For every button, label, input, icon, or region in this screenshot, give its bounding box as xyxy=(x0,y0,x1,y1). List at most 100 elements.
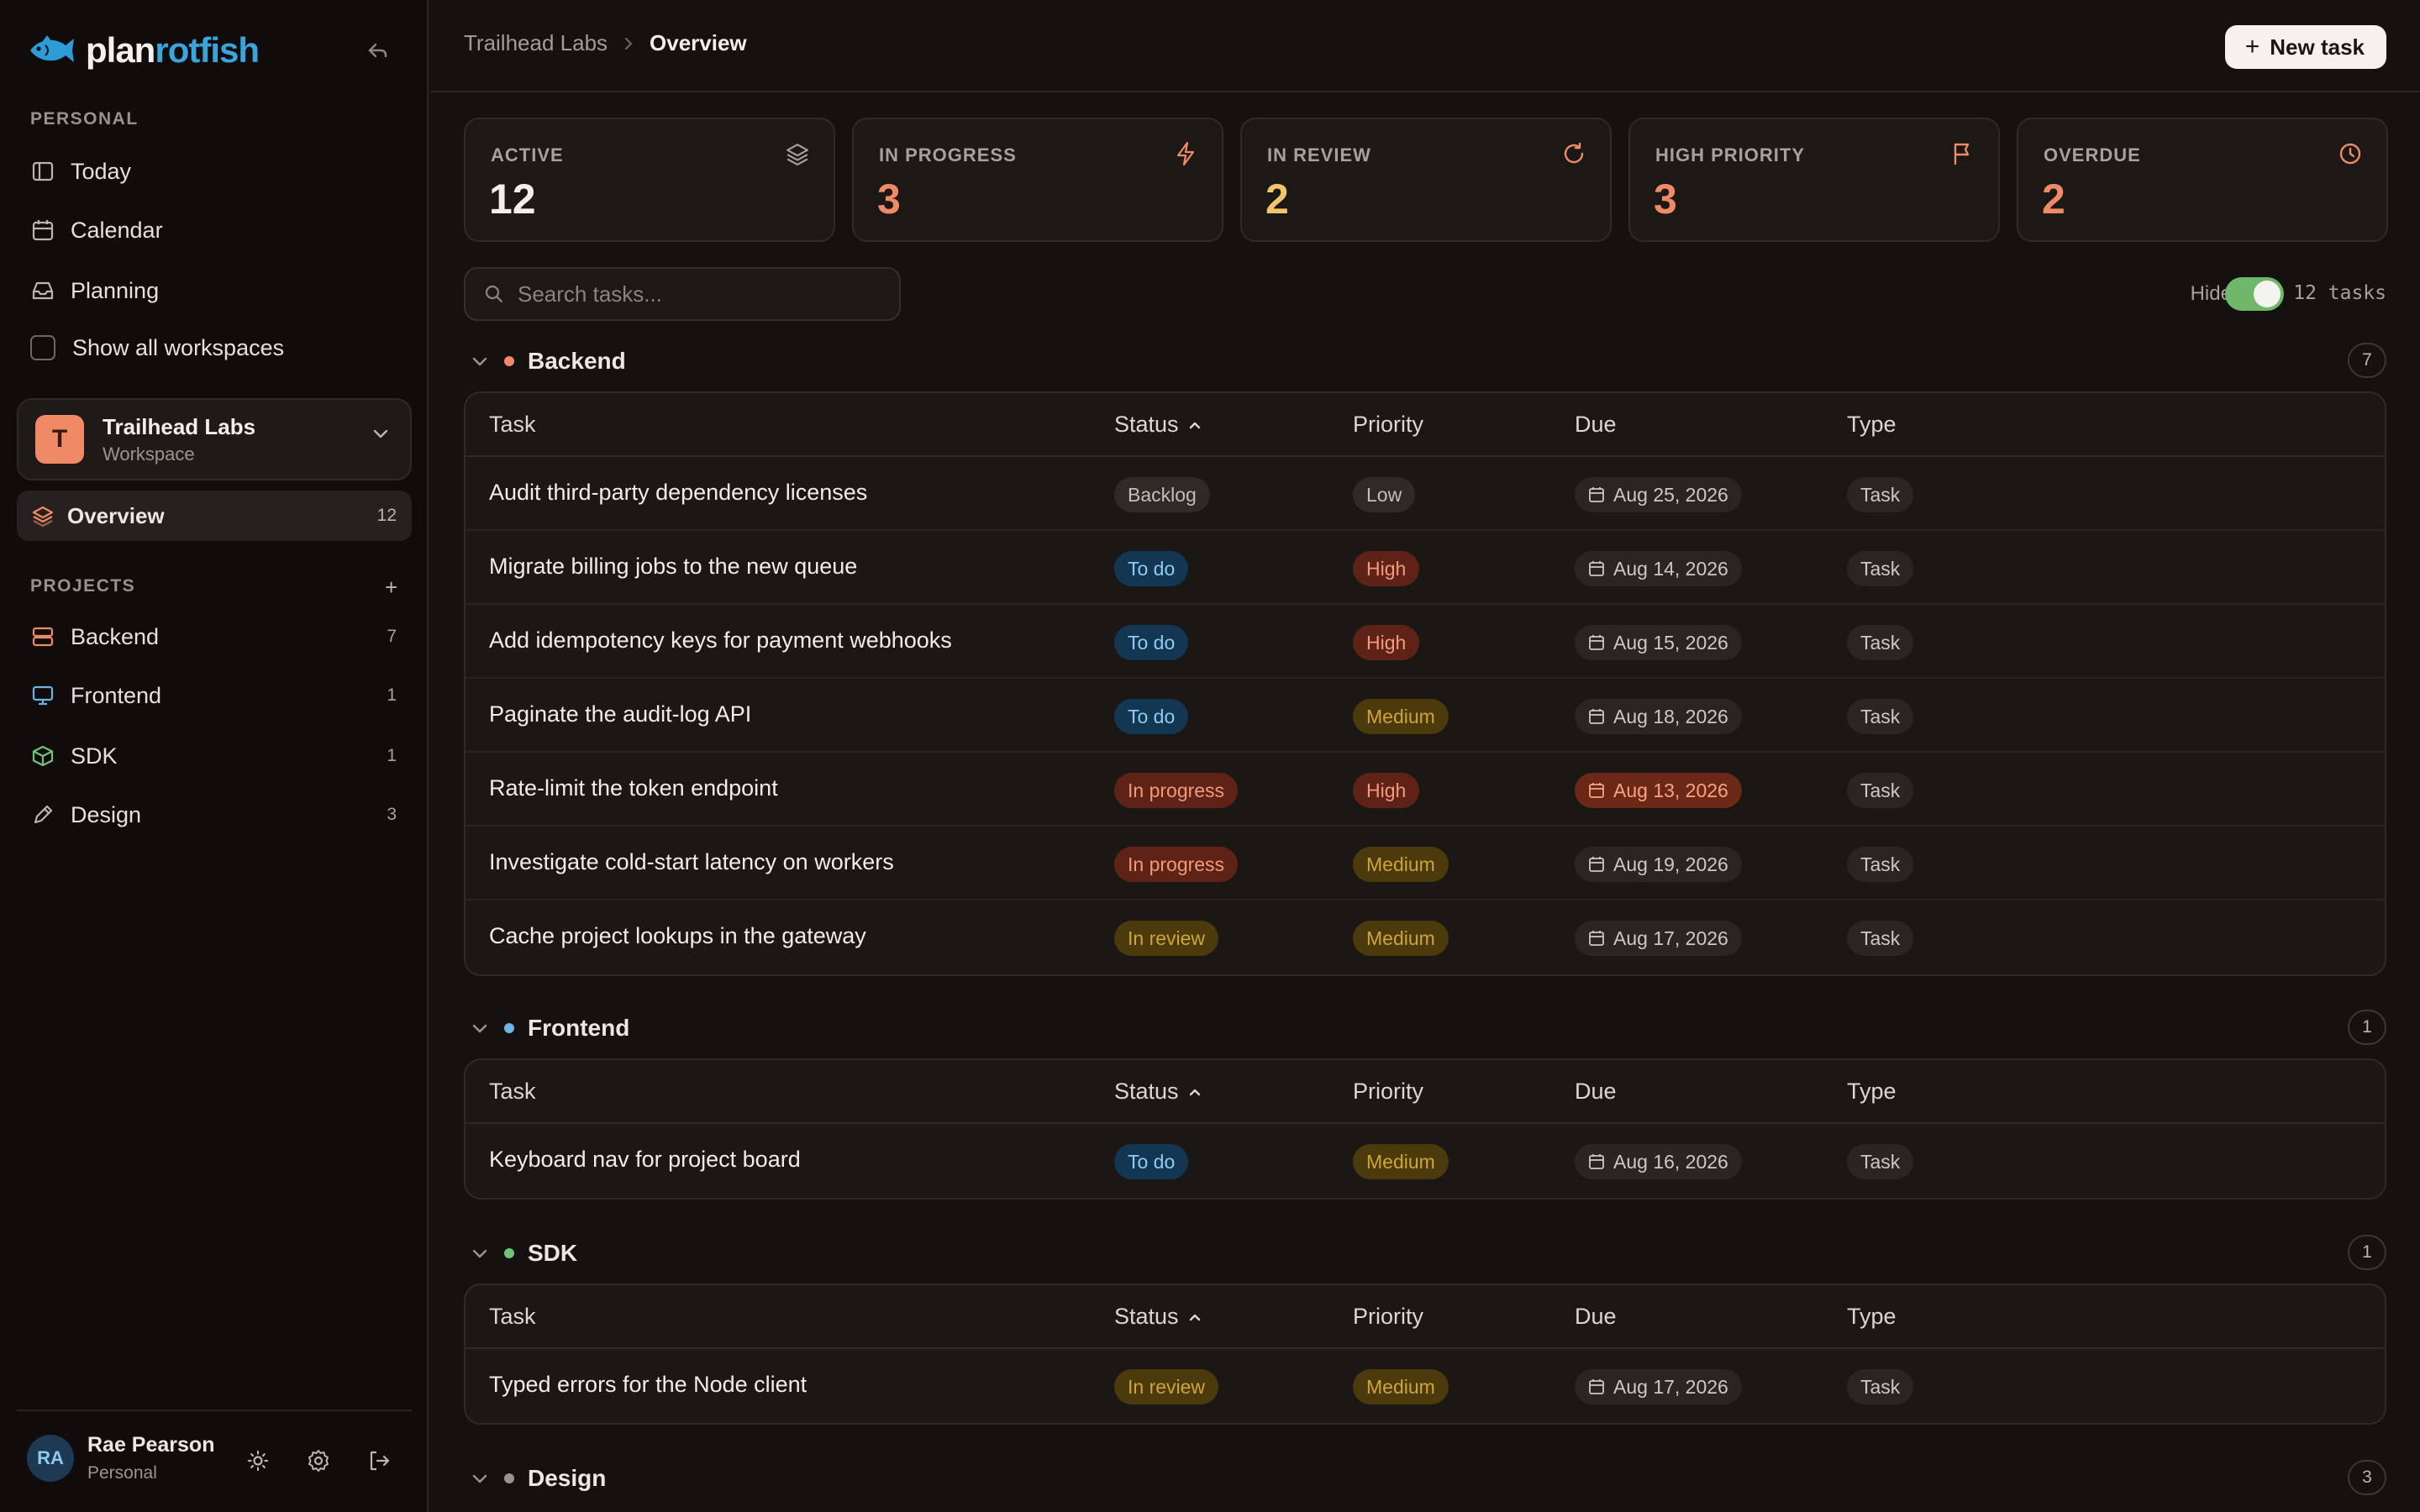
due-date-badge[interactable]: Aug 17, 2026 xyxy=(1575,1369,1742,1404)
column-header-due[interactable]: Due xyxy=(1575,1079,1617,1104)
task-title[interactable]: Typed errors for the Node client xyxy=(489,1372,808,1397)
task-title[interactable]: Rate-limit the token endpoint xyxy=(489,775,778,801)
type-badge[interactable]: Task xyxy=(1847,1369,1914,1404)
table-row[interactable]: Migrate billing jobs to the new queue To… xyxy=(466,531,2385,605)
status-badge[interactable]: To do xyxy=(1114,625,1189,660)
type-badge[interactable]: Task xyxy=(1847,773,1914,808)
table-row[interactable]: Rate-limit the token endpoint In progres… xyxy=(466,753,2385,827)
status-badge[interactable]: Backlog xyxy=(1114,477,1210,512)
stat-card-overdue[interactable]: OVERDUE 2 xyxy=(2017,118,2388,242)
add-project-button[interactable]: + xyxy=(385,575,398,600)
status-badge[interactable]: To do xyxy=(1114,551,1189,586)
sidebar-item-frontend[interactable]: Frontend 1 xyxy=(17,670,412,721)
priority-badge[interactable]: Medium xyxy=(1353,1144,1449,1179)
priority-badge[interactable]: High xyxy=(1353,773,1420,808)
priority-badge[interactable]: Medium xyxy=(1353,699,1449,734)
type-badge[interactable]: Task xyxy=(1847,1144,1914,1179)
new-task-button[interactable]: + New task xyxy=(2224,25,2386,69)
breadcrumb-workspace[interactable]: Trailhead Labs xyxy=(464,30,608,55)
table-row[interactable]: Typed errors for the Node client In revi… xyxy=(466,1349,2385,1423)
task-title[interactable]: Audit third-party dependency licenses xyxy=(489,480,868,505)
column-header-status[interactable]: Status xyxy=(1114,1079,1202,1105)
table-row[interactable]: Investigate cold-start latency on worker… xyxy=(466,827,2385,900)
brand-logo[interactable]: planrotfish xyxy=(27,30,260,71)
task-title[interactable]: Keyboard nav for project board xyxy=(489,1147,801,1172)
column-header-priority[interactable]: Priority xyxy=(1353,412,1424,437)
hide-done-toggle[interactable] xyxy=(2225,277,2284,311)
table-row[interactable]: Audit third-party dependency licenses Ba… xyxy=(466,457,2385,531)
table-row[interactable]: Add idempotency keys for payment webhook… xyxy=(466,605,2385,679)
group-header-sdk[interactable]: SDK 1 xyxy=(464,1235,2386,1272)
search-box[interactable] xyxy=(464,267,901,321)
logout-button[interactable] xyxy=(365,1446,393,1475)
sidebar-item-calendar[interactable]: Calendar xyxy=(17,205,412,255)
column-header-priority[interactable]: Priority xyxy=(1353,1079,1424,1104)
task-title[interactable]: Paginate the audit-log API xyxy=(489,701,752,727)
type-badge[interactable]: Task xyxy=(1847,699,1914,734)
column-header-task[interactable]: Task xyxy=(489,1079,536,1104)
status-badge[interactable]: In progress xyxy=(1114,847,1239,882)
sidebar-item-today[interactable]: Today xyxy=(17,146,412,197)
sidebar-item-overview[interactable]: Overview 12 xyxy=(17,491,412,541)
group-header-design[interactable]: Design 3 xyxy=(464,1460,2386,1497)
task-title[interactable]: Add idempotency keys for payment webhook… xyxy=(489,627,952,653)
due-date-badge[interactable]: Aug 17, 2026 xyxy=(1575,921,1742,956)
due-date-badge[interactable]: Aug 19, 2026 xyxy=(1575,847,1742,882)
stat-card-high-priority[interactable]: HIGH PRIORITY 3 xyxy=(1628,118,2000,242)
avatar[interactable]: RA xyxy=(27,1435,74,1482)
checkbox-box[interactable] xyxy=(30,335,55,360)
priority-badge[interactable]: High xyxy=(1353,551,1420,586)
show-all-workspaces-checkbox[interactable]: Show all workspaces xyxy=(17,323,412,373)
status-badge[interactable]: In progress xyxy=(1114,773,1239,808)
column-header-type[interactable]: Type xyxy=(1847,1079,1897,1104)
table-row[interactable]: Cache project lookups in the gateway In … xyxy=(466,900,2385,974)
task-title[interactable]: Migrate billing jobs to the new queue xyxy=(489,554,858,579)
type-badge[interactable]: Task xyxy=(1847,477,1914,512)
type-badge[interactable]: Task xyxy=(1847,847,1914,882)
collapse-sidebar-button[interactable] xyxy=(361,35,395,66)
priority-badge[interactable]: Medium xyxy=(1353,847,1449,882)
due-date-badge[interactable]: Aug 14, 2026 xyxy=(1575,551,1742,586)
stat-card-active[interactable]: ACTIVE 12 xyxy=(464,118,835,242)
search-input[interactable] xyxy=(518,281,871,307)
table-row[interactable]: Paginate the audit-log API To do Medium … xyxy=(466,679,2385,753)
status-badge[interactable]: To do xyxy=(1114,1144,1189,1179)
priority-badge[interactable]: Medium xyxy=(1353,921,1449,956)
type-badge[interactable]: Task xyxy=(1847,625,1914,660)
table-row[interactable]: Keyboard nav for project board To do Med… xyxy=(466,1124,2385,1198)
column-header-type[interactable]: Type xyxy=(1847,412,1897,437)
column-header-status[interactable]: Status xyxy=(1114,1304,1202,1330)
sidebar-item-sdk[interactable]: SDK 1 xyxy=(17,731,412,781)
column-header-priority[interactable]: Priority xyxy=(1353,1304,1424,1329)
column-header-due[interactable]: Due xyxy=(1575,412,1617,437)
theme-toggle-button[interactable] xyxy=(244,1446,272,1475)
due-date-badge[interactable]: Aug 15, 2026 xyxy=(1575,625,1742,660)
due-date-badge-overdue[interactable]: Aug 13, 2026 xyxy=(1575,773,1742,808)
group-header-frontend[interactable]: Frontend 1 xyxy=(464,1010,2386,1047)
priority-badge[interactable]: High xyxy=(1353,625,1420,660)
type-badge[interactable]: Task xyxy=(1847,551,1914,586)
type-badge[interactable]: Task xyxy=(1847,921,1914,956)
task-title[interactable]: Cache project lookups in the gateway xyxy=(489,923,866,948)
status-badge[interactable]: In review xyxy=(1114,921,1219,956)
column-header-due[interactable]: Due xyxy=(1575,1304,1617,1329)
column-header-task[interactable]: Task xyxy=(489,1304,536,1329)
due-date-badge[interactable]: Aug 18, 2026 xyxy=(1575,699,1742,734)
due-date-badge[interactable]: Aug 16, 2026 xyxy=(1575,1144,1742,1179)
sidebar-item-design[interactable]: Design 3 xyxy=(17,790,412,840)
priority-badge[interactable]: Low xyxy=(1353,477,1416,512)
task-title[interactable]: Investigate cold-start latency on worker… xyxy=(489,849,894,874)
column-header-task[interactable]: Task xyxy=(489,412,536,437)
workspace-switcher[interactable]: T Trailhead Labs Workspace xyxy=(17,398,412,480)
priority-badge[interactable]: Medium xyxy=(1353,1369,1449,1404)
group-header-backend[interactable]: Backend 7 xyxy=(464,343,2386,380)
sidebar-item-planning[interactable]: Planning xyxy=(17,265,412,316)
column-header-type[interactable]: Type xyxy=(1847,1304,1897,1329)
stat-card-in-progress[interactable]: IN PROGRESS 3 xyxy=(852,118,1223,242)
status-badge[interactable]: To do xyxy=(1114,699,1189,734)
settings-button[interactable] xyxy=(304,1446,333,1475)
stat-card-in-review[interactable]: IN REVIEW 2 xyxy=(1240,118,1612,242)
status-badge[interactable]: In review xyxy=(1114,1369,1219,1404)
column-header-status[interactable]: Status xyxy=(1114,412,1202,438)
due-date-badge[interactable]: Aug 25, 2026 xyxy=(1575,477,1742,512)
